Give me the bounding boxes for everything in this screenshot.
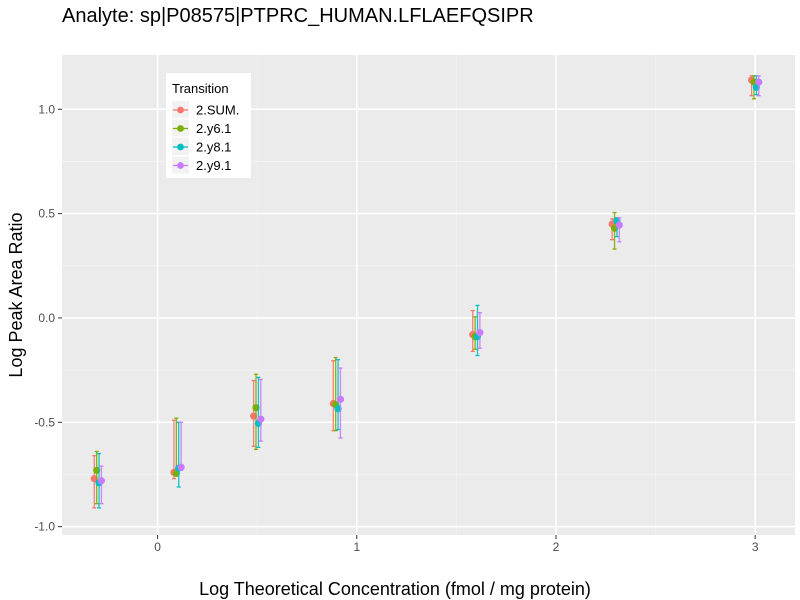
data-point (177, 463, 185, 471)
legend: Transition 2.SUM. 2.y6.1 2.y8.1 2.y9.1 (166, 73, 251, 178)
y-tick-label: -1.0 (34, 520, 55, 534)
legend-label: 2.y8.1 (196, 140, 231, 155)
legend-key-point (177, 143, 184, 151)
data-point (755, 78, 763, 86)
y-tick-label: 1.0 (38, 102, 55, 116)
legend-label: 2.y6.1 (196, 121, 231, 136)
y-axis-label: Log Peak Area Ratio (6, 212, 26, 377)
data-point (336, 395, 345, 403)
data-marks (90, 75, 763, 509)
axes: 0 1 2 3 -1.0 -0.5 0.0 0.5 1.0 (34, 102, 759, 554)
data-point (476, 328, 484, 337)
chart-title: Analyte: sp|P08575|PTPRC_HUMAN.LFLAEFQSI… (62, 5, 534, 27)
legend-label: 2.y9.1 (196, 158, 231, 173)
x-tick-label: 3 (752, 540, 759, 554)
x-tick-label: 1 (353, 540, 360, 554)
data-point (615, 221, 623, 229)
data-point (97, 477, 106, 485)
legend-key-point (177, 125, 184, 132)
y-tick-label: -0.5 (34, 415, 55, 429)
y-tick-label: 0.0 (38, 311, 55, 325)
data-point (257, 415, 265, 423)
x-tick-label: 0 (154, 540, 161, 554)
legend-title: Transition (172, 81, 229, 96)
series-2-y9-1 (97, 75, 763, 505)
x-tick-label: 2 (553, 540, 560, 554)
legend-key-point (177, 106, 184, 114)
legend-key-point (177, 162, 184, 169)
x-axis-label: Log Theoretical Concentration (fmol / mg… (199, 579, 591, 599)
legend-label: 2.SUM. (196, 103, 239, 118)
y-tick-label: 0.5 (38, 207, 55, 221)
